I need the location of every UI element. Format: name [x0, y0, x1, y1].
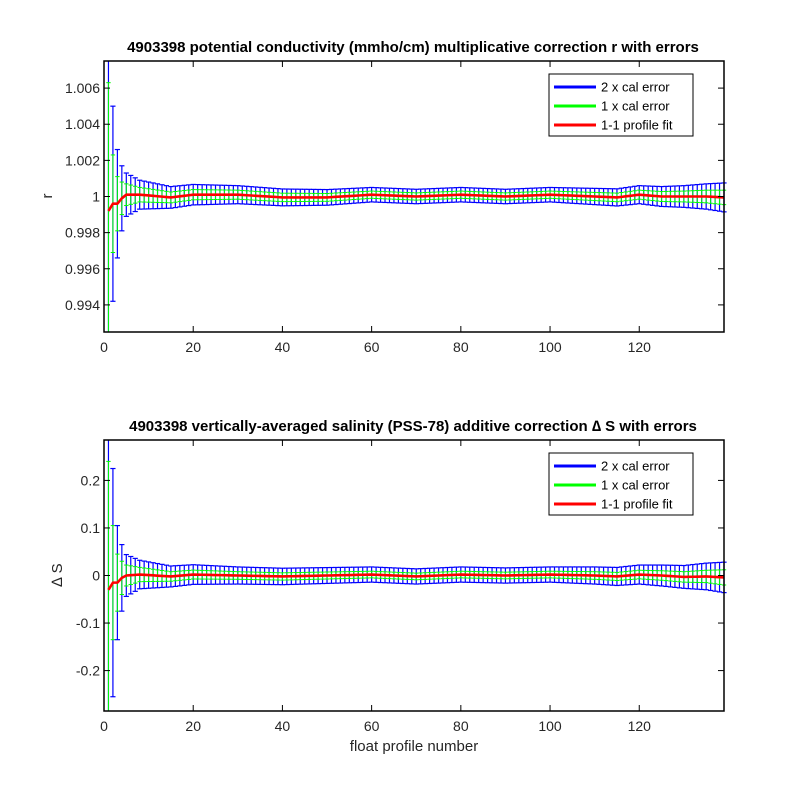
y-tick-label: 1.002	[65, 152, 100, 168]
y-tick-label: 1.004	[65, 116, 100, 132]
x-tick-label: 80	[453, 339, 469, 355]
panel-1-axes-box	[103, 60, 725, 333]
y-tick-label: 1.006	[65, 80, 100, 96]
y-tick-label: -0.1	[76, 615, 100, 631]
x-tick-label: 120	[628, 339, 652, 355]
y-tick-label: 0.998	[65, 225, 100, 241]
x-tick-label: 80	[453, 718, 469, 734]
x-tick-label: 20	[185, 718, 201, 734]
x-tick-label: 100	[538, 718, 562, 734]
panel-conductivity: 4903398 potential conductivity (mmho/cm)…	[39, 39, 727, 355]
y-tick-label: -0.2	[76, 663, 100, 679]
legend-label-1x-cal-error: 1 x cal error	[601, 99, 670, 114]
legend-label-1x-cal-error: 1 x cal error	[601, 478, 670, 493]
x-tick-label: 20	[185, 339, 201, 355]
x-tick-label: 0	[100, 339, 108, 355]
x-tick-label: 60	[364, 339, 380, 355]
panel-2-xlabel: float profile number	[350, 738, 478, 755]
x-tick-label: 40	[275, 339, 291, 355]
panel-salinity: 4903398 vertically-averaged salinity (PS…	[49, 418, 727, 755]
panel-1-title: 4903398 potential conductivity (mmho/cm)…	[127, 39, 699, 56]
panel-2-ylabel: ∆ S	[49, 563, 66, 586]
y-tick-label: 0.2	[81, 472, 101, 488]
panel-2-legend: 2 x cal error 1 x cal error 1-1 profile …	[548, 452, 694, 516]
y-tick-label: 0.1	[81, 520, 101, 536]
x-tick-label: 40	[275, 718, 291, 734]
legend-label-profile-fit: 1-1 profile fit	[601, 497, 673, 512]
legend-label-2x-cal-error: 2 x cal error	[601, 80, 670, 95]
panel-2-title: 4903398 vertically-averaged salinity (PS…	[129, 418, 697, 435]
y-tick-label: 0.996	[65, 261, 100, 277]
y-tick-label: 1	[92, 189, 100, 205]
x-tick-label: 60	[364, 718, 380, 734]
legend-label-2x-cal-error: 2 x cal error	[601, 459, 670, 474]
panel-1-ylabel: r	[39, 194, 56, 199]
profile-fit-line	[107, 573, 725, 591]
panel-2-axes-box	[103, 439, 725, 712]
x-tick-label: 120	[628, 718, 652, 734]
y-tick-label: 0.994	[65, 297, 100, 313]
legend-label-profile-fit: 1-1 profile fit	[601, 118, 673, 133]
x-tick-label: 100	[538, 339, 562, 355]
y-tick-label: 0	[92, 568, 100, 584]
error-bar-err1-profile-1	[106, 460, 111, 711]
x-tick-label: 0	[100, 718, 108, 734]
profile-fit-line	[107, 193, 725, 212]
panel-1-legend: 2 x cal error 1 x cal error 1-1 profile …	[548, 73, 694, 137]
